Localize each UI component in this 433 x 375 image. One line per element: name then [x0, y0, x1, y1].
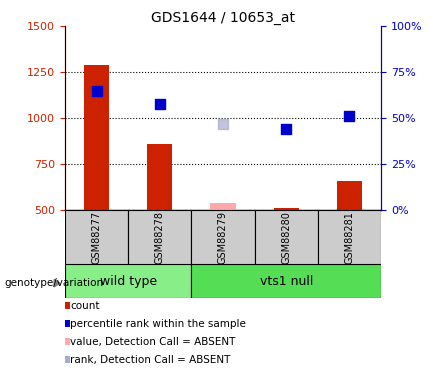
Bar: [255, 210, 318, 264]
Text: count: count: [71, 301, 100, 310]
Bar: [191, 210, 255, 264]
Bar: [147, 144, 172, 210]
Text: rank, Detection Call = ABSENT: rank, Detection Call = ABSENT: [71, 355, 231, 364]
Text: GSM88278: GSM88278: [155, 211, 165, 264]
Bar: [65, 210, 128, 264]
Text: vts1 null: vts1 null: [259, 275, 313, 288]
Point: [283, 126, 290, 132]
Text: genotype/variation: genotype/variation: [4, 278, 103, 288]
Text: percentile rank within the sample: percentile rank within the sample: [71, 319, 246, 328]
Text: wild type: wild type: [100, 275, 157, 288]
Text: GSM88279: GSM88279: [218, 211, 228, 264]
Title: GDS1644 / 10653_at: GDS1644 / 10653_at: [151, 11, 295, 25]
Bar: [210, 202, 236, 210]
Text: GSM88277: GSM88277: [91, 211, 102, 264]
Text: GSM88280: GSM88280: [281, 211, 291, 264]
Bar: [84, 65, 109, 210]
Bar: [191, 264, 381, 298]
Point: [346, 113, 353, 119]
Point: [93, 88, 100, 94]
Point: [220, 121, 226, 127]
Bar: [318, 210, 381, 264]
Point: [156, 101, 163, 107]
Bar: [337, 181, 362, 210]
Bar: [274, 208, 299, 210]
Text: GSM88281: GSM88281: [344, 211, 355, 264]
Text: value, Detection Call = ABSENT: value, Detection Call = ABSENT: [71, 337, 236, 346]
Bar: [65, 264, 191, 298]
Bar: [128, 210, 191, 264]
